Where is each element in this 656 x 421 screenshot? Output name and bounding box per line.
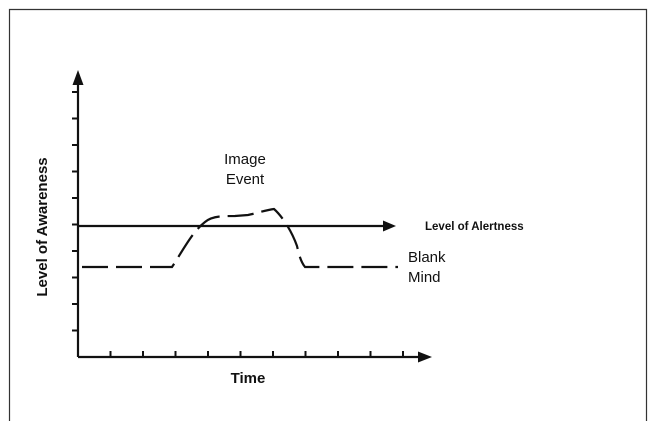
event-label-line1: Image	[224, 151, 266, 168]
x-axis-ticks	[109, 351, 404, 357]
blank-mind-label-line2: Mind	[408, 269, 441, 286]
y-axis-label: Level of Awareness	[34, 157, 51, 296]
figure-border	[8, 8, 648, 421]
x-axis-arrow	[418, 351, 432, 363]
x-axis-label: Time	[231, 370, 266, 387]
y-axis-ticks	[72, 91, 78, 332]
awareness-curve	[82, 207, 398, 269]
blank-mind-label-line1: Blank	[408, 249, 446, 266]
alertness-arrow	[383, 220, 396, 232]
event-label-line2: Event	[226, 171, 265, 188]
y-axis-arrow	[72, 70, 84, 85]
alertness-label: Level of Alertness	[425, 221, 524, 233]
